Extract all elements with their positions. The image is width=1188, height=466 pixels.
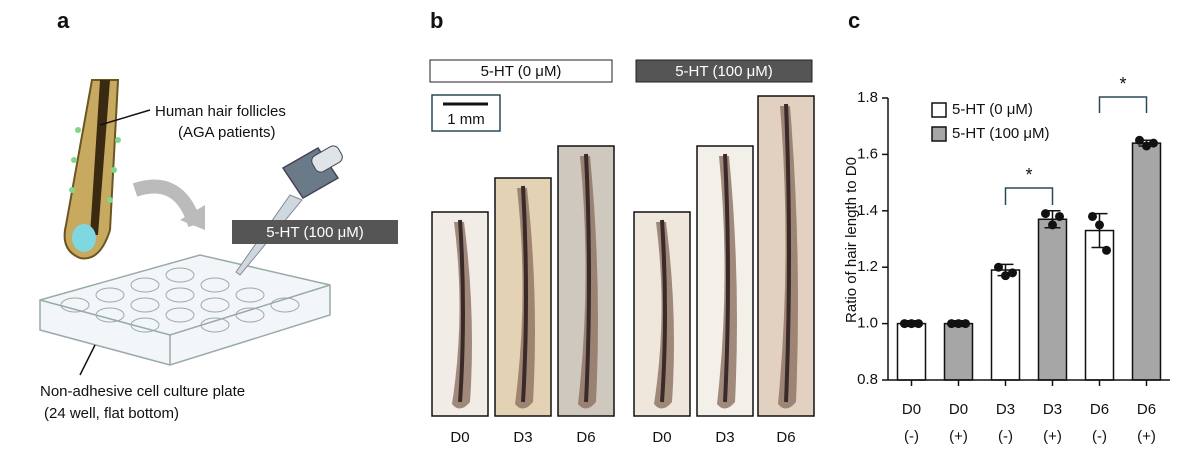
x-tick-label: (+) <box>949 428 968 445</box>
data-point <box>1041 209 1050 219</box>
data-point <box>1149 138 1158 148</box>
y-tick-label: 1.6 <box>857 145 878 162</box>
hair-shaft <box>723 153 730 403</box>
x-tick-label: D0 <box>902 401 921 418</box>
data-point <box>907 319 916 329</box>
data-point <box>1001 271 1010 281</box>
scale-label: 1 mm <box>447 111 485 128</box>
y-axis-label: Ratio of hair length to D0 <box>843 157 860 323</box>
day-label: D3 <box>513 429 532 446</box>
significance-label: * <box>1025 165 1032 185</box>
y-tick-label: 1.8 <box>857 89 878 106</box>
bar <box>896 322 927 381</box>
bar <box>1084 229 1115 381</box>
condition-box <box>635 59 813 83</box>
day-label: D6 <box>776 429 795 446</box>
day-label: D3 <box>715 429 734 446</box>
x-tick-label: (+) <box>1043 428 1062 445</box>
data-point <box>1142 141 1151 151</box>
day-label: D0 <box>652 429 671 446</box>
data-point <box>961 319 970 329</box>
condition-box <box>429 59 613 83</box>
data-point <box>914 319 923 329</box>
x-tick-label: (-) <box>904 428 919 445</box>
hair-images: D0 D3 D6 D0 D3 D6 <box>431 95 815 446</box>
treatment-box <box>232 220 398 244</box>
day-label: D6 <box>576 429 595 446</box>
plate-label: (24 well, flat bottom) <box>44 405 179 422</box>
y-tick-label: 1.2 <box>857 258 878 275</box>
x-tick-label: D3 <box>1043 401 1062 418</box>
data-point <box>1055 211 1064 221</box>
data-point <box>1048 220 1057 230</box>
plate-label: Non-adhesive cell culture plate <box>40 383 245 400</box>
bar <box>943 322 974 381</box>
data-point <box>994 262 1003 272</box>
hair-shaft <box>521 185 528 403</box>
scale-box <box>431 94 501 132</box>
x-tick-label: (-) <box>1092 428 1107 445</box>
hair-shaft <box>458 219 465 403</box>
follicle-label: (AGA patients) <box>178 124 276 141</box>
treatment-label: 5-HT (100 μM) <box>266 224 364 241</box>
x-tick-label: D3 <box>996 401 1015 418</box>
data-point <box>1088 211 1097 221</box>
hair-shaft <box>660 219 667 403</box>
legend-swatch <box>931 102 947 118</box>
x-tick-label: (+) <box>1137 428 1156 445</box>
legend-swatch <box>931 126 947 142</box>
data-point <box>1095 220 1104 230</box>
data-point <box>954 319 963 329</box>
y-tick-label: 1.4 <box>857 202 878 219</box>
legend-label: 5-HT (0 μM) <box>952 101 1033 118</box>
x-tick-label: D6 <box>1137 401 1156 418</box>
significance-bracket <box>1098 96 1148 113</box>
data-point <box>900 319 909 329</box>
data-point <box>1008 268 1017 278</box>
panel-letter: a <box>57 8 70 33</box>
significance-label: * <box>1119 74 1126 94</box>
legend-label: 5-HT (100 μM) <box>952 125 1050 142</box>
bar <box>990 269 1021 381</box>
x-tick-label: D6 <box>1090 401 1109 418</box>
hair-shaft <box>584 153 591 403</box>
bar-chart: 0.8 1.0 1.2 1.4 1.6 1.8 5-HT (0 μM) 5-HT (100 μ… <box>857 74 1170 445</box>
panel-letter: c <box>848 8 860 33</box>
condition-label: 5-HT (100 μM) <box>675 63 773 80</box>
day-label: D0 <box>450 429 469 446</box>
follicle-illustration <box>39 79 343 376</box>
follicle-label: Human hair follicles <box>155 103 286 120</box>
x-tick-label: (-) <box>998 428 1013 445</box>
y-tick-label: 1.0 <box>857 315 878 332</box>
hair-shaft <box>784 103 791 403</box>
x-tick-label: D0 <box>949 401 968 418</box>
condition-label: 5-HT (0 μM) <box>481 63 562 80</box>
bar <box>1131 142 1162 381</box>
data-point <box>1102 245 1111 255</box>
significance-bracket <box>1004 187 1054 205</box>
panel-letter: b <box>430 8 443 33</box>
data-point <box>947 319 956 329</box>
data-point <box>1135 135 1144 145</box>
y-tick-label: 0.8 <box>857 371 878 388</box>
bar <box>1037 218 1068 381</box>
